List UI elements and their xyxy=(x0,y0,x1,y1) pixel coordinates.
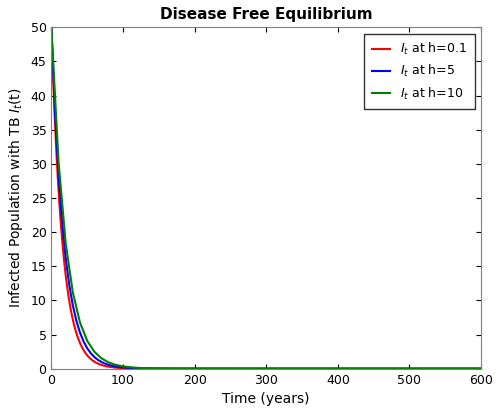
$I_t$ at h=10 xyxy=(306,366,312,371)
$I_t$ at h=5 xyxy=(338,366,344,371)
$I_t$ at h=0.1 xyxy=(472,366,478,371)
$I_t$ at h=10 xyxy=(199,366,205,371)
Title: Disease Free Equilibrium: Disease Free Equilibrium xyxy=(160,7,372,22)
$I_t$ at h=0.1 xyxy=(48,25,54,30)
$I_t$ at h=0.1 xyxy=(242,366,248,371)
$I_t$ at h=0.1 xyxy=(428,366,434,371)
Line: $I_t$ at h=0.1: $I_t$ at h=0.1 xyxy=(52,27,481,369)
Y-axis label: Infected Population with TB $I_t$(t): Infected Population with TB $I_t$(t) xyxy=(7,88,25,308)
$I_t$ at h=5 xyxy=(450,366,456,371)
$I_t$ at h=0.1 xyxy=(54,149,60,154)
$I_t$ at h=10 xyxy=(48,25,54,30)
$I_t$ at h=0.1 xyxy=(478,366,484,371)
$I_t$ at h=5 xyxy=(92,354,98,359)
$I_t$ at h=10 xyxy=(278,366,283,371)
Legend: $I_t$ at h=0.1, $I_t$ at h=5, $I_t$ at h=10: $I_t$ at h=0.1, $I_t$ at h=5, $I_t$ at h… xyxy=(364,33,475,109)
$I_t$ at h=5 xyxy=(148,366,154,371)
$I_t$ at h=5 xyxy=(478,366,484,371)
X-axis label: Time (years): Time (years) xyxy=(222,392,310,406)
$I_t$ at h=10 xyxy=(148,366,154,371)
$I_t$ at h=5 xyxy=(317,366,323,371)
$I_t$ at h=0.1 xyxy=(150,366,156,371)
Line: $I_t$ at h=10: $I_t$ at h=10 xyxy=(52,27,481,369)
$I_t$ at h=0.1 xyxy=(372,366,378,371)
$I_t$ at h=10 xyxy=(478,366,484,371)
$I_t$ at h=10 xyxy=(421,366,427,371)
$I_t$ at h=5 xyxy=(231,366,237,371)
Line: $I_t$ at h=5: $I_t$ at h=5 xyxy=(52,27,481,369)
$I_t$ at h=10 xyxy=(134,366,140,370)
$I_t$ at h=5 xyxy=(48,25,54,30)
